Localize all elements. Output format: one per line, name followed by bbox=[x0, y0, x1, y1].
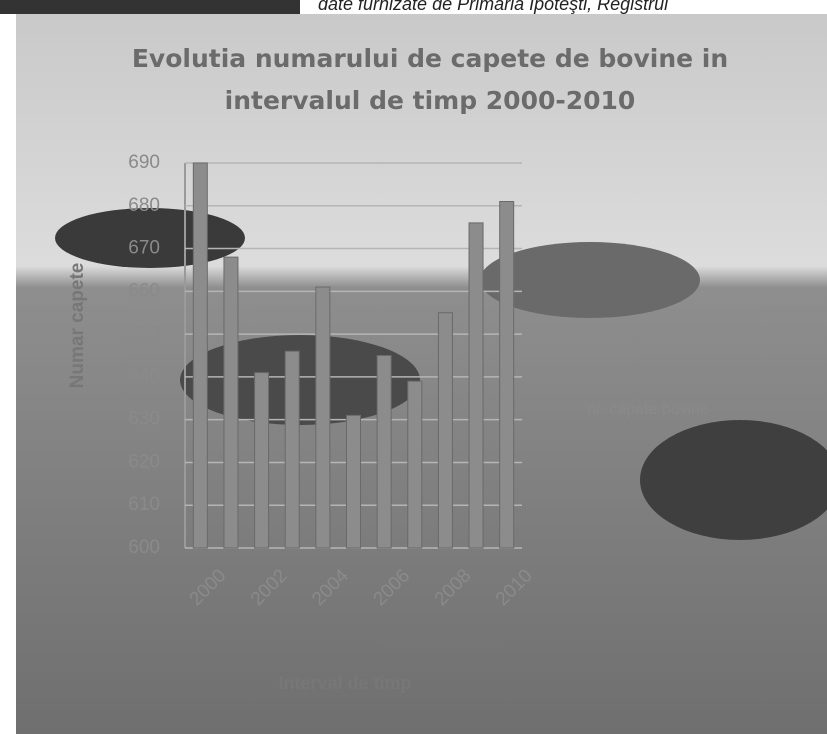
x-axis-title: Interval de timp bbox=[278, 673, 411, 693]
y-tick-label: 680 bbox=[128, 195, 160, 216]
y-tick-label: 620 bbox=[128, 451, 160, 472]
bar bbox=[407, 380, 423, 549]
y-tick-label: 650 bbox=[128, 323, 160, 344]
header-scan bbox=[0, 0, 300, 14]
bar bbox=[376, 355, 392, 549]
y-tick-label: 660 bbox=[128, 280, 160, 301]
bar bbox=[254, 372, 270, 549]
bar bbox=[346, 414, 361, 549]
photo-background bbox=[16, 14, 827, 734]
bar bbox=[499, 201, 515, 549]
y-tick-label: 640 bbox=[128, 366, 160, 387]
y-tick-label: 630 bbox=[128, 409, 160, 430]
legend-label: nr. capete bovine bbox=[587, 401, 709, 418]
header-text: date furnizate de Primăria Ipoteşti, Reg… bbox=[318, 0, 669, 14]
bar bbox=[192, 162, 208, 549]
y-tick-label: 690 bbox=[128, 152, 160, 173]
y-tick-label: 600 bbox=[128, 537, 160, 558]
chart-title: Evolutia numarului de capete de bovine i… bbox=[131, 44, 729, 115]
y-axis-title: Numar capete bbox=[67, 263, 88, 389]
y-tick-label: 610 bbox=[128, 494, 160, 515]
bar bbox=[223, 256, 239, 549]
y-tick-label: 670 bbox=[128, 238, 160, 259]
bar bbox=[468, 222, 484, 549]
bar bbox=[315, 286, 331, 549]
bar bbox=[284, 350, 300, 549]
bar bbox=[437, 312, 453, 549]
